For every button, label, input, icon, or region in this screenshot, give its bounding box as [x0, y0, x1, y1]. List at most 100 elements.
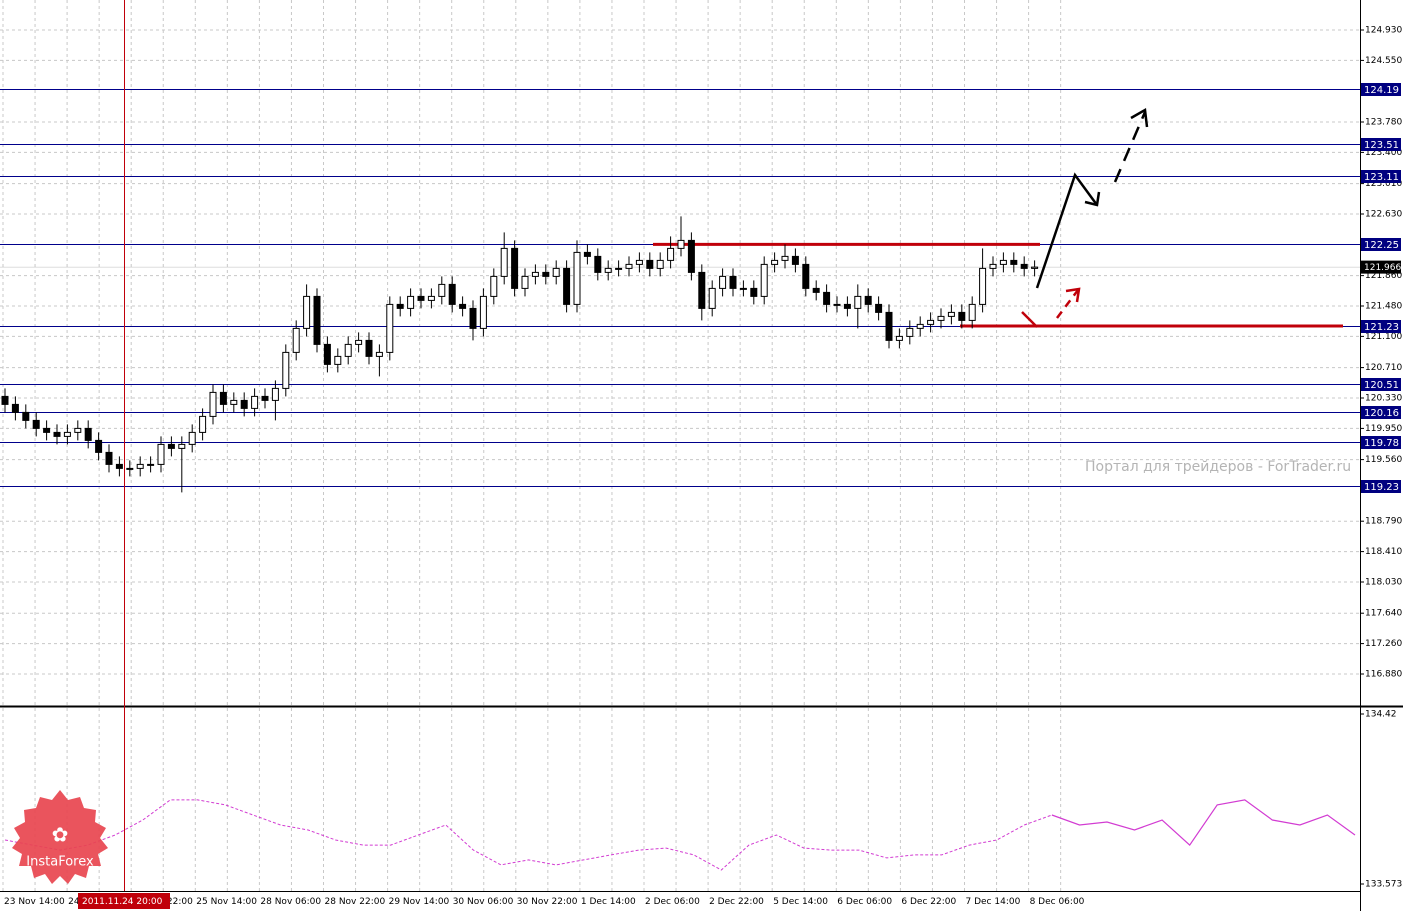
alt-path: [1056, 289, 1079, 319]
level-label: 123.51: [1364, 140, 1399, 151]
x-tick-label: 5 Dec 14:00: [773, 897, 828, 907]
level-label: 119.23: [1364, 482, 1399, 493]
candle-body: [1020, 263, 1028, 269]
y-tick-label: 121.860: [1365, 271, 1402, 281]
candle-body: [490, 275, 498, 297]
candle-body: [219, 391, 227, 405]
candle-body: [11, 403, 19, 413]
candle-body: [448, 283, 456, 305]
candle-body: [105, 451, 113, 465]
x-tick-label: 8 Dec 06:00: [1030, 897, 1085, 907]
x-tick-label: 7 Dec 14:00: [966, 897, 1021, 907]
candle-body: [240, 399, 248, 409]
candle-body: [167, 443, 175, 449]
candle-body: [563, 267, 571, 305]
logo-badge: [12, 790, 108, 884]
x-tick-label: 28 Nov 22:00: [325, 897, 386, 907]
y-tick-label: 116.880: [1365, 670, 1402, 680]
forecast-path: [1035, 172, 1099, 289]
forecast-arrows: [1021, 107, 1149, 328]
x-tick-label: 1 Dec 14:00: [581, 897, 636, 907]
candle-body: [469, 307, 477, 329]
candle-body: [760, 263, 768, 297]
level-label: 121.23: [1364, 322, 1399, 333]
candle-body: [84, 427, 92, 441]
y-tick-label: 124.930: [1365, 26, 1402, 36]
candle-body: [729, 275, 737, 289]
candle-body: [854, 295, 862, 309]
candle-body: [999, 259, 1007, 265]
candle-body: [282, 351, 290, 389]
watermark: Портал для трейдеров - ForTrader.ru: [1085, 459, 1351, 475]
level-label-box: [1361, 83, 1401, 96]
candle-body: [63, 431, 71, 437]
x-tick-label: 23 Nov 14:00: [4, 897, 65, 907]
y-tick-label: 123.010: [1365, 179, 1402, 189]
y-tick-label: 118.030: [1365, 578, 1402, 588]
candle-body: [303, 295, 311, 329]
arrow-head: [1065, 287, 1081, 303]
x-tick-label: 30 Nov 22:00: [517, 897, 578, 907]
candle-body: [157, 443, 165, 465]
level-label-box: [1361, 480, 1401, 493]
level-label: 122.25: [1364, 240, 1399, 251]
candle-body: [708, 287, 716, 309]
candle-body: [781, 255, 789, 261]
axes: 124.930 124.550 123.780 123.400 123.010 122.6…: [4, 26, 1402, 908]
y-tick-label: 122.630: [1365, 210, 1402, 220]
candle-body: [438, 283, 446, 297]
candle-body: [334, 355, 342, 365]
candle-body: [188, 431, 196, 445]
candle-body: [812, 287, 820, 293]
y-tick-label: 121.100: [1365, 332, 1402, 342]
level-label: 124.19: [1364, 85, 1399, 96]
alt-path: [1021, 311, 1038, 328]
y-tick-label: 123.400: [1365, 148, 1402, 158]
x-tick-label: 29 Nov 14:00: [389, 897, 450, 907]
candle-body: [823, 291, 831, 305]
candle-body: [947, 311, 955, 317]
grid: [0, 0, 1360, 891]
level-label: 123.11: [1364, 172, 1399, 183]
candle-body: [958, 311, 966, 321]
y-tick-label: 117.640: [1365, 609, 1402, 619]
arrow-head: [1084, 191, 1101, 207]
crosshair-label-box: [78, 893, 170, 909]
y-tick-label: 120.330: [1365, 394, 1402, 404]
logo: InstaForex ✿: [12, 790, 108, 884]
logo-icon: ✿: [52, 823, 69, 847]
level-label: 119.78: [1364, 438, 1399, 449]
candle-body: [32, 419, 40, 429]
candle-body: [979, 267, 987, 305]
candle-body: [656, 259, 664, 269]
candle-body: [396, 303, 404, 309]
candle-body: [989, 263, 997, 269]
candle-body: [261, 395, 269, 401]
candle-body: [500, 247, 508, 277]
price-label-box: [1361, 260, 1401, 274]
candle-body: [323, 343, 331, 365]
candle-body: [615, 267, 623, 270]
marks: [0, 89, 1360, 871]
y-tick-label: 117.260: [1365, 639, 1402, 649]
y-tick-label: 118.790: [1365, 517, 1402, 527]
candle-body: [521, 275, 529, 289]
candle-body: [937, 315, 945, 321]
candle-body: [594, 255, 602, 273]
level-label-box: [1361, 238, 1401, 251]
candle-body: [292, 327, 300, 353]
x-tick-label: 6 Dec 22:00: [901, 897, 956, 907]
candle-body: [906, 327, 914, 337]
candle-body: [95, 439, 103, 453]
candle-body: [927, 319, 935, 325]
candle-body: [885, 311, 893, 341]
candle-body: [791, 255, 799, 265]
candle-body: [542, 271, 550, 277]
candle-body: [511, 247, 519, 289]
indicator-line: [1051, 799, 1356, 847]
candle-body: [864, 295, 872, 305]
candle-body: [355, 339, 363, 345]
candle-body: [833, 303, 841, 306]
